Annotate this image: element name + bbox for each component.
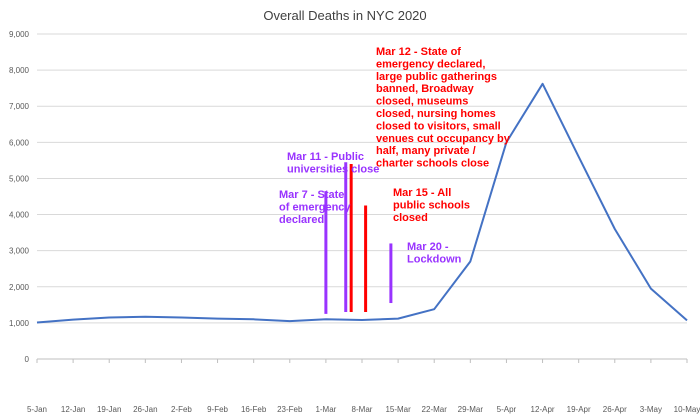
annotation-mar12: Mar 12 - State of emergency declared, larg… bbox=[376, 46, 511, 170]
y-tick-label: 7,000 bbox=[9, 102, 30, 111]
y-tick-label: 4,000 bbox=[9, 211, 30, 220]
annotation-line: half, many private / bbox=[376, 145, 476, 157]
chart-title: Overall Deaths in NYC 2020 bbox=[263, 8, 426, 23]
annotation-line: of emergency bbox=[279, 202, 351, 214]
y-tick-label: 0 bbox=[25, 355, 30, 364]
annotation-mar7: Mar 7 - State of emergency declared bbox=[279, 189, 351, 226]
annotation-line: closed, nursing homes bbox=[376, 108, 496, 120]
x-tick-label: 19-Apr bbox=[567, 405, 591, 414]
x-tick-label: 1-Mar bbox=[315, 405, 336, 414]
annotation-mar20: Mar 20 -Lockdown bbox=[407, 241, 462, 266]
y-tick-label: 8,000 bbox=[9, 66, 30, 75]
y-tick-label: 9,000 bbox=[9, 30, 30, 39]
annotations: Mar 7 - State of emergency declared Mar 11 … bbox=[279, 46, 511, 266]
x-tick-label: 29-Mar bbox=[458, 405, 484, 414]
y-tick-label: 2,000 bbox=[9, 283, 30, 292]
annotation-line: Lockdown bbox=[407, 254, 462, 266]
x-tick-label: 10-May bbox=[674, 405, 700, 414]
x-tick-label: 9-Feb bbox=[207, 405, 228, 414]
x-tick-label: 8-Mar bbox=[352, 405, 373, 414]
annotation-mar15: Mar 15 - All public schools closed bbox=[393, 187, 470, 224]
x-tick-label: 22-Mar bbox=[422, 405, 448, 414]
event-markers bbox=[324, 162, 393, 314]
y-tick-label: 3,000 bbox=[9, 247, 30, 256]
x-tick-label: 5-Apr bbox=[497, 405, 517, 414]
annotation-line: Mar 15 - All bbox=[393, 187, 451, 199]
x-tick-label: 16-Feb bbox=[241, 405, 267, 414]
y-tick-label: 6,000 bbox=[9, 138, 30, 147]
x-tick-label: 2-Feb bbox=[171, 405, 192, 414]
x-tick-label: 19-Jan bbox=[97, 405, 121, 414]
x-tick-label: 5-Jan bbox=[27, 405, 47, 414]
annotation-line: charter schools close bbox=[376, 158, 489, 170]
x-tick-label: 15-Mar bbox=[385, 405, 411, 414]
x-tick-label: 3-May bbox=[640, 405, 662, 414]
annotation-line: Mar 20 - bbox=[407, 241, 449, 253]
annotation-line: venues cut occupancy by bbox=[376, 133, 511, 145]
x-tick-label: 23-Feb bbox=[277, 405, 303, 414]
y-tick-label: 1,000 bbox=[9, 319, 30, 328]
x-tick-label: 12-Jan bbox=[61, 405, 85, 414]
annotation-mar11: Mar 11 - Public universities close bbox=[287, 151, 379, 176]
series-lines bbox=[36, 82, 688, 324]
annotation-line: banned, Broadway bbox=[376, 83, 475, 95]
annotation-line: public schools bbox=[393, 200, 470, 212]
annotation-line: universities close bbox=[287, 164, 379, 176]
annotation-line: large public gatherings bbox=[376, 71, 497, 83]
annotation-line: emergency declared, bbox=[376, 58, 485, 70]
annotation-line: closed to visitors, small bbox=[376, 120, 501, 132]
y-tick-label: 5,000 bbox=[9, 174, 30, 183]
gridlines bbox=[37, 33, 687, 360]
x-tick-label: 26-Apr bbox=[603, 405, 627, 414]
annotation-line: closed bbox=[393, 212, 428, 224]
y-axis-ticks: 0 1,000 2,000 3,000 4,000 5,000 6,000 7,000 8,00… bbox=[9, 30, 30, 364]
annotation-line: declared bbox=[279, 214, 324, 226]
annotation-line: Mar 11 - Public bbox=[287, 151, 364, 163]
x-axis-ticks: 5-Jan 12-Jan 19-Jan 26-Jan 2-Feb 9-Feb 16-Feb 2… bbox=[27, 359, 700, 414]
annotation-line: closed, museums bbox=[376, 96, 468, 108]
x-tick-label: 12-Apr bbox=[531, 405, 555, 414]
annotation-line: Mar 12 - State of bbox=[376, 46, 461, 58]
annotation-line: Mar 7 - State bbox=[279, 189, 344, 201]
x-tick-label: 26-Jan bbox=[133, 405, 157, 414]
